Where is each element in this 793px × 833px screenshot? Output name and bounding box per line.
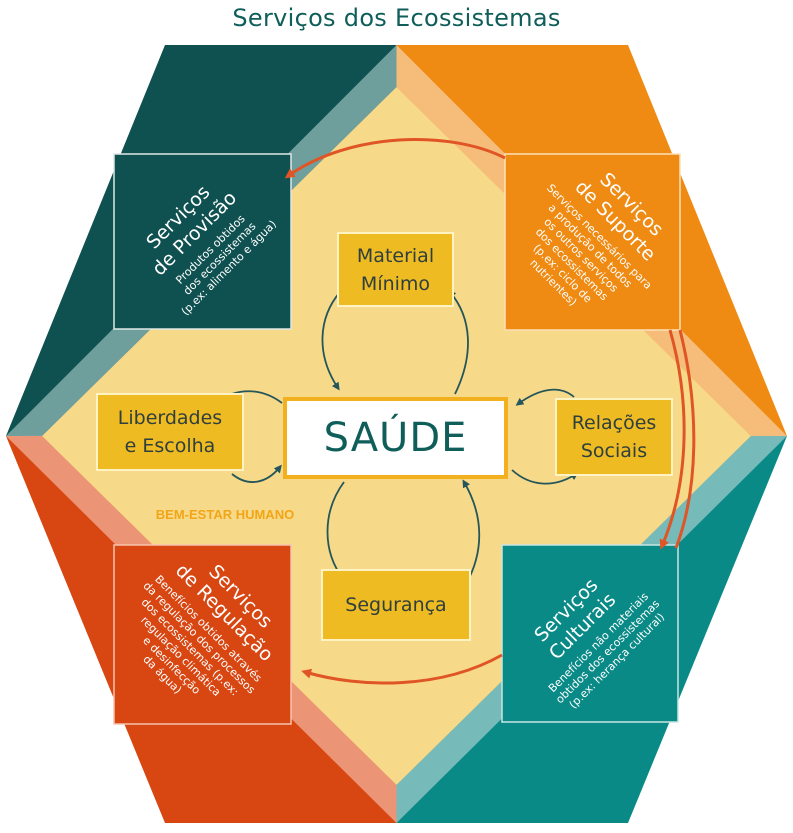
arrow-culturais-to-regulacao xyxy=(301,653,503,685)
arrow-suporte-to-provisao xyxy=(284,137,506,179)
seguranca-label: Segurança xyxy=(345,594,447,616)
material-line1: Material xyxy=(356,244,435,267)
arrow-suporte-to-culturais-b xyxy=(674,329,696,549)
saude-box: SAÚDE xyxy=(283,397,508,479)
teal-arrow-1 xyxy=(321,291,341,391)
liberdades-line2: e Escolha xyxy=(124,435,216,457)
liberdades-line1: Liberdades xyxy=(117,407,223,429)
bem-estar-label: BEM-ESTAR HUMANO xyxy=(155,507,295,522)
saude-label: SAÚDE xyxy=(287,401,504,475)
teal-arrow-8 xyxy=(462,479,481,585)
arrow-suporte-to-culturais-a xyxy=(659,329,686,550)
teal-arrow-6 xyxy=(511,469,579,485)
box-suporte xyxy=(504,153,681,331)
page-title: Serviços dos Ecossistemas xyxy=(232,4,561,32)
teal-arrow-5 xyxy=(515,388,575,406)
material-line2: Mínimo xyxy=(360,272,431,295)
relacoes-line2: Sociais xyxy=(580,440,648,462)
relacoes-line1: Relações xyxy=(571,412,657,434)
relacoes-sociais-box: Relações Sociais xyxy=(555,398,673,476)
box-provisao xyxy=(113,153,292,330)
seguranca-box: Segurança xyxy=(321,569,471,641)
material-minimo-box: Material Mínimo xyxy=(337,232,454,307)
box-regulacao xyxy=(113,544,292,725)
teal-arrow-4 xyxy=(231,464,282,483)
box-culturais xyxy=(501,544,679,723)
liberdades-box: Liberdades e Escolha xyxy=(96,393,244,471)
teal-arrow-2 xyxy=(448,289,469,395)
